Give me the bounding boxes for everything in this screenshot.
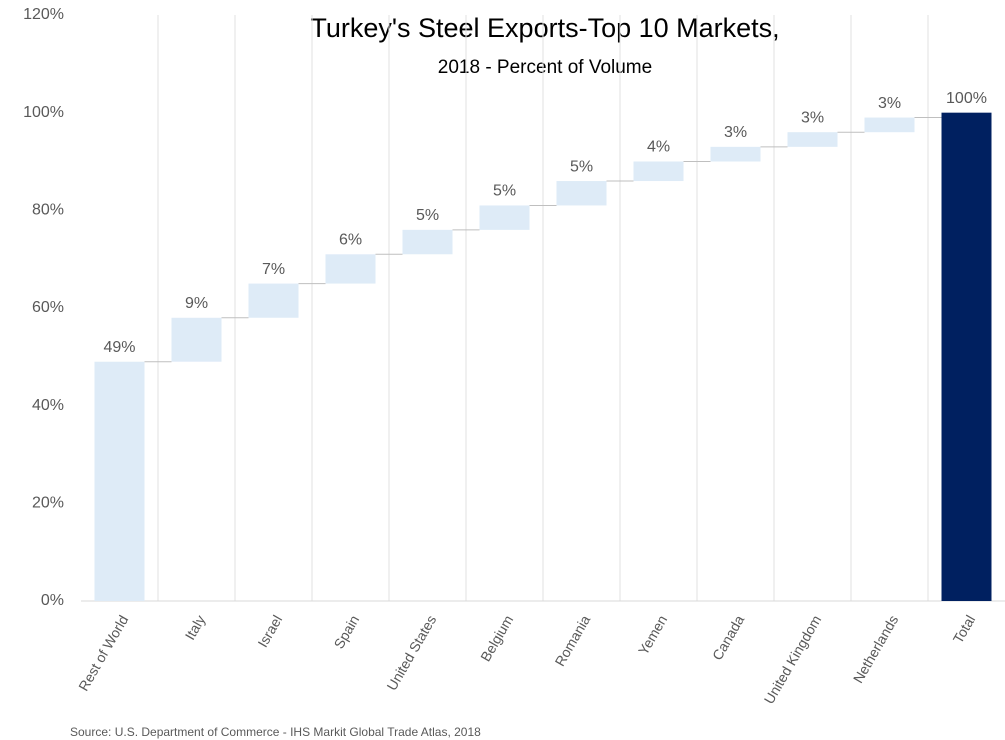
y-tick-label: 100% <box>23 104 64 121</box>
data-label: 3% <box>724 124 747 141</box>
x-tick-label: Belgium <box>477 612 516 664</box>
data-label: 6% <box>339 232 362 249</box>
bar <box>864 117 915 133</box>
y-tick-label: 0% <box>41 592 64 609</box>
y-tick-label: 120% <box>23 6 64 23</box>
data-label: 4% <box>647 139 670 156</box>
data-label: 49% <box>103 339 135 356</box>
chart-subtitle: 2018 - Percent of Volume <box>438 57 652 78</box>
x-tick-label: Yemen <box>635 612 670 657</box>
bar <box>402 229 453 255</box>
x-tick-label: Netherlands <box>850 612 902 685</box>
bar <box>248 283 299 318</box>
bar <box>479 205 530 230</box>
bar <box>325 254 376 284</box>
x-tick-label: Italy <box>182 612 209 642</box>
source-note: Source: U.S. Department of Commerce - IH… <box>70 725 481 739</box>
x-tick-label: Romania <box>551 612 593 669</box>
y-tick-label: 80% <box>32 202 64 219</box>
x-tick-label: United Kingdom <box>761 612 825 706</box>
bar <box>710 146 761 162</box>
x-tick-label: Total <box>950 612 979 646</box>
y-tick-label: 60% <box>32 299 64 316</box>
bar <box>633 161 684 182</box>
x-tick-label: Canada <box>709 612 747 663</box>
y-tick-label: 40% <box>32 397 64 414</box>
bar <box>94 361 145 601</box>
x-tick-label: United States <box>383 612 439 693</box>
data-label: 5% <box>570 158 593 175</box>
data-label: 5% <box>493 183 516 200</box>
bar <box>171 317 222 362</box>
data-label: 100% <box>946 90 987 107</box>
x-tick-label: Israel <box>254 612 285 650</box>
data-label: 3% <box>801 109 824 126</box>
x-tick-label: Rest of World <box>75 612 131 693</box>
y-tick-label: 20% <box>32 495 64 512</box>
bar <box>787 132 838 147</box>
data-label: 7% <box>262 261 285 278</box>
bar <box>556 181 607 206</box>
chart-title: Turkey's Steel Exports-Top 10 Markets, <box>310 13 779 43</box>
bar <box>941 112 992 602</box>
x-tick-label: Spain <box>331 612 363 651</box>
data-label: 3% <box>878 95 901 112</box>
data-label: 9% <box>185 295 208 312</box>
data-label: 5% <box>416 207 439 224</box>
